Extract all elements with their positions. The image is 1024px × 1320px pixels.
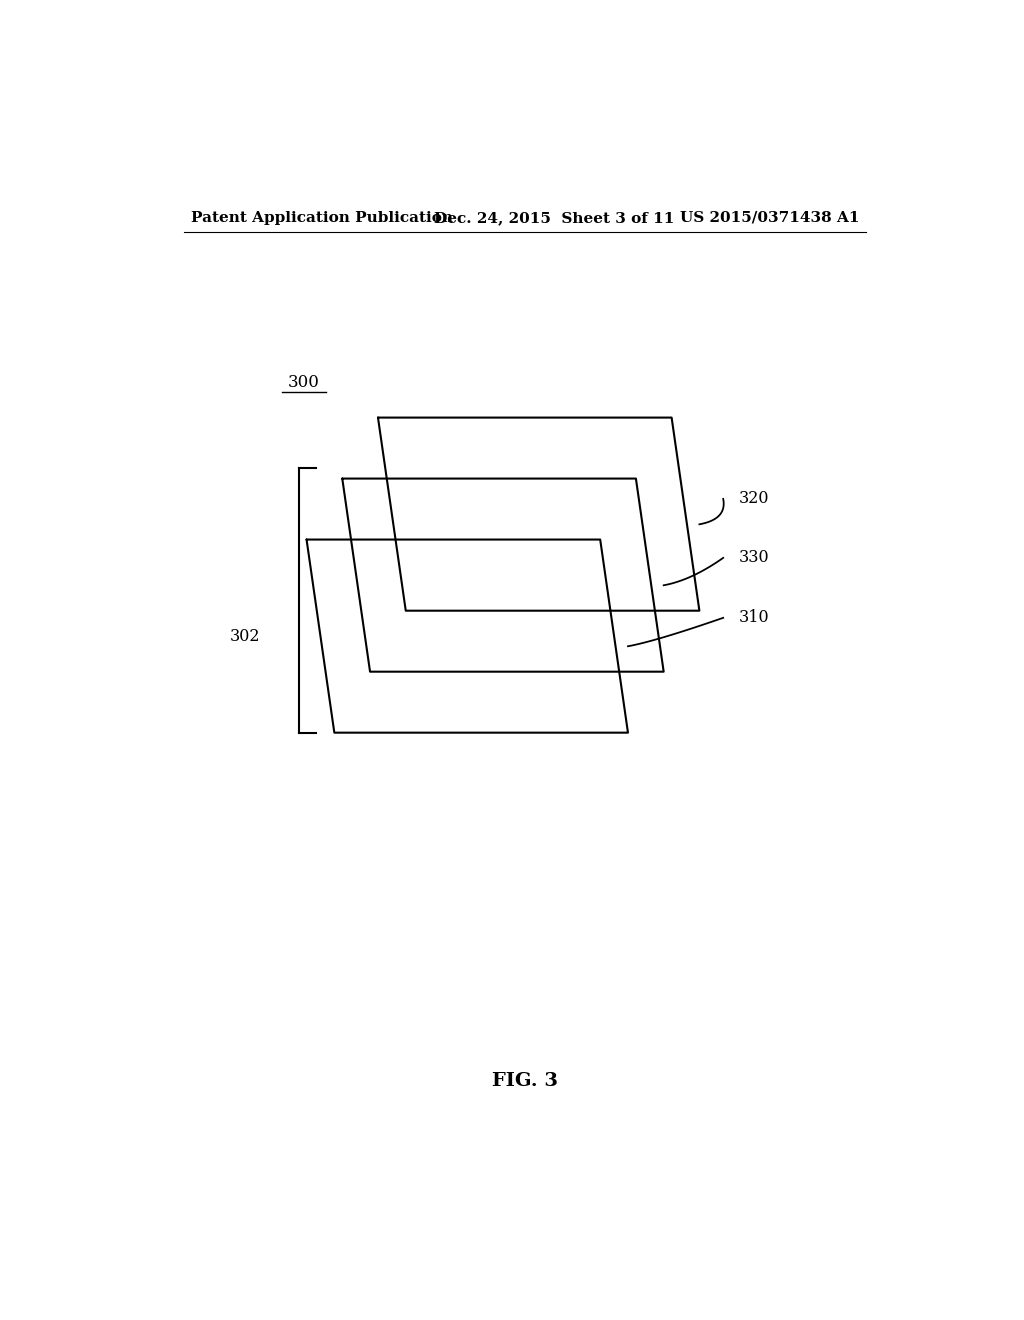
Polygon shape	[342, 479, 664, 672]
Text: 330: 330	[739, 549, 770, 566]
Polygon shape	[306, 540, 628, 733]
Text: 302: 302	[230, 627, 261, 644]
Text: 320: 320	[739, 491, 770, 507]
Text: 300: 300	[288, 374, 321, 391]
Text: Dec. 24, 2015  Sheet 3 of 11: Dec. 24, 2015 Sheet 3 of 11	[433, 211, 674, 224]
Text: US 2015/0371438 A1: US 2015/0371438 A1	[680, 211, 859, 224]
Text: 310: 310	[739, 610, 770, 626]
Text: Patent Application Publication: Patent Application Publication	[191, 211, 454, 224]
Text: FIG. 3: FIG. 3	[492, 1072, 558, 1090]
Polygon shape	[378, 417, 699, 611]
